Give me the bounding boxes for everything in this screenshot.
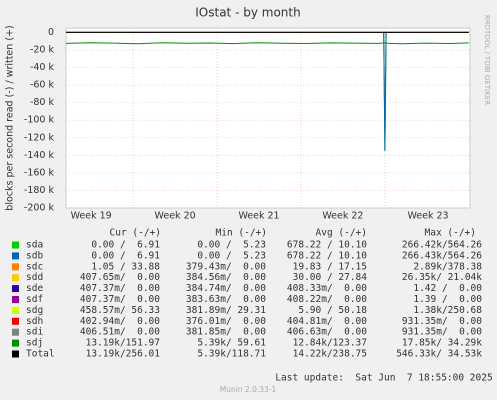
legend-name: sdb [26, 250, 43, 261]
legend-name: sdj [26, 338, 43, 349]
legend-max: 26.35k/ 21.04k [402, 272, 482, 283]
legend-swatch [12, 306, 19, 314]
legend-max: 266.42k/564.26 [402, 240, 482, 251]
legend-min: 0.00 / 5.23 [197, 250, 266, 261]
y-tick-label: -60 k [30, 80, 55, 91]
legend-max: 931.35m/ 0.00 [402, 327, 482, 338]
legend-avg: 408.22m/ 0.00 [287, 294, 367, 305]
y-tick-label: -120 k [24, 132, 55, 143]
y-tick-label: 0 [48, 27, 54, 38]
legend-max: 931.35m/ 0.00 [402, 316, 482, 327]
legend-cur: 13.19k/256.01 [86, 349, 161, 360]
legend-cur: 0.00 / 6.91 [91, 250, 160, 261]
legend-header: Max (-/+) [425, 228, 476, 239]
legend-avg: 678.22 / 10.10 [287, 250, 367, 261]
x-tick-label: Week 20 [155, 211, 196, 222]
legend-min: 0.00 / 5.23 [197, 240, 266, 251]
legend-name: sdi [26, 327, 43, 338]
legend-cur: 406.51m/ 0.00 [80, 327, 160, 338]
legend-swatch [12, 241, 19, 249]
x-tick-label: Week 22 [322, 211, 363, 222]
version: Munin 2.0.33-1 [220, 385, 277, 394]
legend-avg: 404.81m/ 0.00 [287, 316, 367, 327]
legend-avg: 12.84k/123.37 [293, 338, 367, 349]
legend-min: 379.43m/ 0.00 [186, 261, 266, 272]
y-axis-label: blocks per second read (-) / written (+) [5, 25, 16, 210]
legend-name: sda [26, 240, 43, 251]
legend-swatch [12, 252, 19, 260]
legend-name: sdg [26, 305, 43, 316]
legend-max: 546.33k/ 34.53k [396, 349, 482, 360]
chart-title: IOstat - by month [195, 6, 300, 20]
legend-min: 5.39k/ 59.61 [197, 338, 266, 349]
legend-avg: 406.63m/ 0.00 [287, 327, 367, 338]
legend-max: 2.89k/378.38 [413, 261, 482, 272]
legend-cur: 407.37m/ 0.00 [80, 283, 160, 294]
legend-min: 384.74m/ 0.00 [186, 283, 266, 294]
legend-avg: 19.83 / 17.15 [293, 261, 367, 272]
legend-min: 383.63m/ 0.00 [186, 294, 266, 305]
legend-avg: 408.33m/ 0.00 [287, 283, 367, 294]
legend-cur: 407.65m/ 0.00 [80, 272, 160, 283]
legend-name: sdc [26, 261, 43, 272]
y-tick-label: -20 k [30, 44, 55, 55]
y-tick-label: -200 k [24, 203, 55, 214]
legend-max: 1.38k/250.68 [413, 305, 482, 316]
legend-max: 1.42 / 0.00 [413, 283, 482, 294]
legend-swatch [12, 296, 19, 303]
legend-header: Cur (-/+) [110, 228, 161, 239]
legend-name: sdd [26, 272, 43, 283]
y-tick-label: -140 k [24, 150, 55, 161]
y-tick-label: -160 k [24, 167, 55, 178]
y-tick-label: -40 k [30, 62, 55, 73]
legend-swatch [12, 285, 19, 293]
legend-cur: 1.05 / 33.88 [91, 261, 160, 272]
y-tick-label: -80 k [30, 97, 55, 108]
legend-name: sdf [26, 294, 43, 305]
legend-max: 1.39 / 0.00 [413, 294, 482, 305]
legend-max: 17.85k/ 34.29k [402, 338, 482, 349]
y-tick-label: -180 k [24, 185, 55, 196]
y-tick-label: -100 k [24, 115, 55, 126]
x-tick-label: Week 23 [407, 211, 448, 222]
legend-name: sde [26, 283, 43, 294]
legend-cur: 0.00 / 6.91 [91, 240, 160, 251]
legend-min: 381.85m/ 0.00 [186, 327, 266, 338]
legend-cur: 13.19k/151.97 [86, 338, 160, 349]
legend-swatch [12, 263, 19, 271]
legend-min: 381.89m/ 29.31 [186, 305, 266, 316]
legend-swatch [12, 328, 19, 336]
x-tick-label: Week 19 [71, 211, 112, 222]
series-line [65, 42, 469, 45]
side-text: RRDTOOL / TOBI OETIKER [483, 15, 491, 105]
legend-avg: 14.22k/238.75 [293, 349, 367, 360]
legend-min: 5.39k/118.71 [197, 349, 266, 360]
legend-header: Avg (-/+) [316, 228, 367, 239]
legend-cur: 458.57m/ 56.33 [80, 305, 160, 316]
legend-min: 376.01m/ 0.00 [186, 316, 266, 327]
plot-border [65, 27, 471, 209]
x-tick-label: Week 21 [238, 211, 279, 222]
legend-header: Min (-/+) [216, 228, 267, 239]
legend-name: sdh [26, 316, 43, 327]
legend-swatch [12, 339, 19, 347]
legend-min: 384.56m/ 0.00 [186, 272, 266, 283]
legend-name: Total [26, 349, 55, 360]
legend-swatch [12, 317, 19, 325]
legend-avg: 5.90 / 50.18 [298, 305, 367, 316]
legend-swatch [12, 350, 19, 358]
footer: Last update: Sat Jun 7 18:55:00 2025 [275, 373, 492, 384]
legend-avg: 678.22 / 10.10 [287, 240, 367, 251]
legend-max: 266.43k/564.26 [402, 250, 482, 261]
legend-cur: 402.94m/ 0.00 [80, 316, 160, 327]
legend-swatch [12, 274, 19, 282]
legend-avg: 30.00 / 27.84 [293, 272, 368, 283]
legend-cur: 407.37m/ 0.00 [80, 294, 160, 305]
plot-area [66, 28, 470, 208]
